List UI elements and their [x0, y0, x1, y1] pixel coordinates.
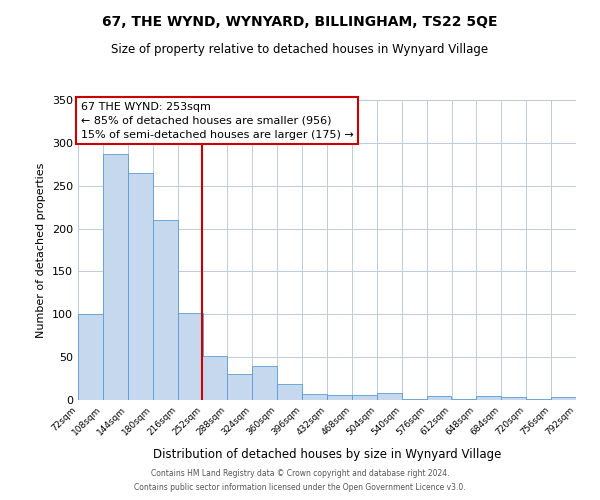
Bar [202, 356, 227, 400]
Bar [78, 314, 103, 400]
Text: 67, THE WYND, WYNYARD, BILLINGHAM, TS22 5QE: 67, THE WYND, WYNYARD, BILLINGHAM, TS22 … [102, 15, 498, 29]
Bar [476, 396, 502, 400]
Bar [427, 396, 451, 400]
Text: Contains public sector information licensed under the Open Government Licence v3: Contains public sector information licen… [134, 484, 466, 492]
Bar [402, 399, 427, 400]
Bar [526, 399, 551, 400]
Bar [152, 220, 178, 400]
Bar [252, 366, 277, 400]
Bar [377, 393, 402, 400]
Y-axis label: Number of detached properties: Number of detached properties [37, 162, 46, 338]
Bar [128, 173, 152, 400]
Text: Size of property relative to detached houses in Wynyard Village: Size of property relative to detached ho… [112, 42, 488, 56]
Text: 67 THE WYND: 253sqm
← 85% of detached houses are smaller (956)
15% of semi-detac: 67 THE WYND: 253sqm ← 85% of detached ho… [81, 102, 353, 140]
Bar [227, 374, 252, 400]
Bar [178, 312, 203, 400]
Bar [502, 398, 526, 400]
Text: Contains HM Land Registry data © Crown copyright and database right 2024.: Contains HM Land Registry data © Crown c… [151, 468, 449, 477]
Bar [352, 395, 377, 400]
Bar [103, 154, 128, 400]
X-axis label: Distribution of detached houses by size in Wynyard Village: Distribution of detached houses by size … [153, 448, 501, 461]
Bar [327, 395, 352, 400]
Bar [452, 399, 476, 400]
Bar [551, 398, 576, 400]
Bar [277, 384, 302, 400]
Bar [302, 394, 327, 400]
